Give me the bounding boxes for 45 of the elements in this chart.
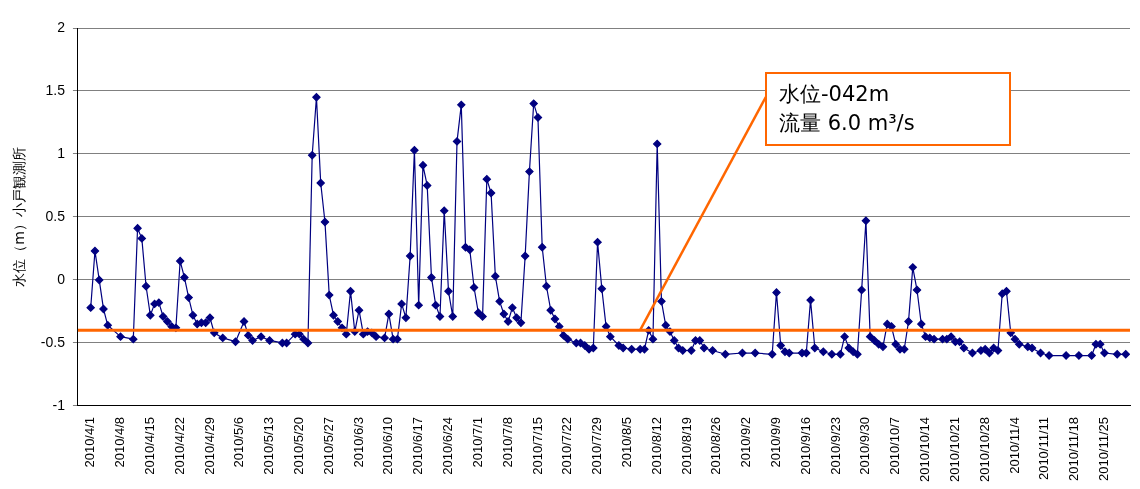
x-tick-label: 2010/9/30 [857,416,873,475]
x-tick-label: 2010/5/20 [290,416,306,475]
callout-frame: 水位-042m 流量 6.0 m³/s [765,72,1011,146]
y-tick-label: 0.5 [45,207,66,224]
y-tick-label: -1 [52,396,66,413]
x-tick-label: 2010/6/10 [380,416,396,475]
x-tick-label: 2010/10/7 [887,416,903,475]
x-tick-label: 2010/9/23 [827,416,843,475]
x-tick-label: 2010/6/24 [440,416,456,475]
x-tick-label: 2010/6/17 [410,416,426,475]
x-tick-label: 2010/11/4 [1006,416,1022,474]
x-tick-label: 2010/9/2 [738,416,754,468]
x-tick-label: 2010/7/22 [559,416,575,475]
x-tick-label: 2010/8/12 [648,416,664,475]
x-tick-label: 2010/5/13 [261,416,277,475]
x-tick-label: 2010/9/9 [768,416,784,468]
y-axis-title: 水位（m）小戸観測所 [11,147,28,287]
y-tick-label: -0.5 [40,333,66,350]
y-tick-label: 1 [57,144,66,161]
x-tick-label: 2010/5/27 [320,416,336,475]
x-tick-label: 2010/11/18 [1066,416,1082,482]
x-tick-label: 2010/10/14 [917,416,933,483]
x-tick-label: 2010/11/11 [1036,416,1052,481]
x-tick-label: 2010/10/21 [946,416,962,483]
x-tick-label: 2010/4/1 [82,416,98,468]
x-tick-label: 2010/10/28 [976,416,992,483]
x-tick-label: 2010/8/19 [678,416,694,475]
x-tick-label: 2010/11/25 [1096,416,1112,482]
x-tick-label: 2010/4/29 [201,416,217,475]
x-tick-label: 2010/9/16 [797,416,813,475]
x-tick-label: 2010/4/8 [112,416,128,468]
x-tick-label: 2010/7/15 [529,416,545,475]
y-tick-label: 0 [57,270,66,287]
x-tick-label: 2010/7/29 [589,416,605,475]
x-tick-label: 2010/6/3 [350,416,366,468]
x-tick-label: 2010/8/26 [708,416,724,475]
y-tick-label: 2 [57,18,66,35]
x-tick-label: 2010/4/22 [171,416,187,475]
x-tick-label: 2010/4/15 [141,416,157,475]
x-tick-label: 2010/7/8 [499,416,515,468]
annotation: 水位-042m 流量 6.0 m³/s [779,81,915,137]
x-tick-label: 2010/5/6 [231,416,247,468]
x-tick-label: 2010/7/1 [469,416,485,468]
y-tick-label: 1.5 [45,81,66,98]
x-tick-label: 2010/8/5 [618,416,634,468]
